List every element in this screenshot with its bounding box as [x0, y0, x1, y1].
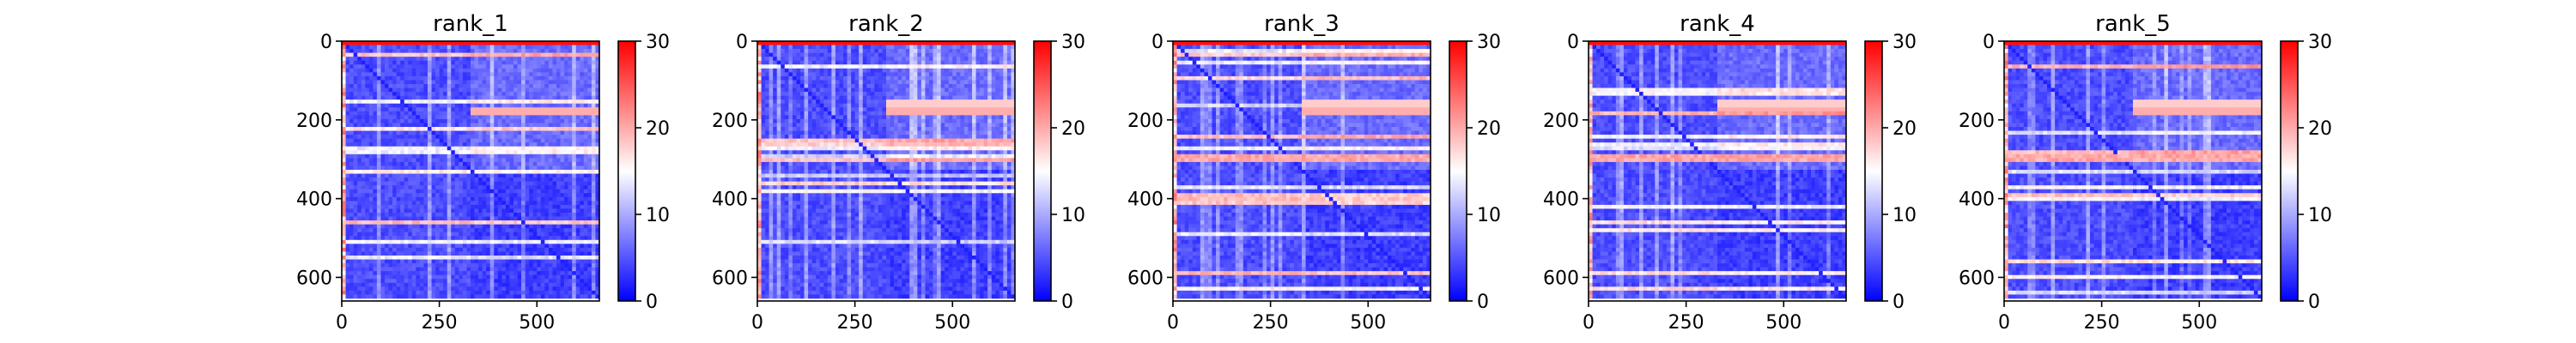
x-tick-label: 500: [2181, 312, 2217, 334]
x-tick-label: 0: [751, 312, 763, 334]
x-tick-label: 250: [1253, 312, 1289, 334]
colorbar-tick-label: 20: [1893, 118, 1917, 140]
heatmap-panel-rank_1: rank_1 0 250 500 0 200 400 600 0 10 20 30: [296, 11, 670, 334]
y-tick-label: 200: [1127, 111, 1163, 132]
x-tick-label: 500: [1765, 312, 1801, 334]
colorbar: [1449, 41, 1467, 301]
heatmap-panel-rank_3: rank_3 0 250 500 0 200 400 600 0 10 20 30: [1127, 11, 1501, 334]
x-tick-label: 0: [1167, 312, 1179, 334]
colorbar-tick-label: 0: [1061, 292, 1073, 313]
colorbar-tick-label: 30: [646, 32, 670, 53]
colorbar-tick-label: 0: [1477, 292, 1489, 313]
y-tick-label: 400: [1543, 190, 1579, 211]
x-tick-label: 250: [422, 312, 458, 334]
panel-title: rank_3: [1264, 11, 1340, 37]
y-tick-label: 0: [1151, 32, 1163, 53]
heatmap-cells: [1173, 41, 1431, 298]
y-tick-label: 0: [1567, 32, 1579, 53]
colorbar-tick-label: 0: [646, 292, 658, 313]
y-tick-label: 200: [712, 111, 748, 132]
x-tick-label: 250: [2084, 312, 2120, 334]
y-tick-label: 200: [296, 111, 332, 132]
x-tick-label: 250: [1668, 312, 1704, 334]
colorbar-tick-label: 10: [1061, 205, 1085, 226]
colorbar: [1034, 41, 1051, 301]
x-tick-label: 500: [934, 312, 970, 334]
colorbar: [618, 41, 635, 301]
colorbar-tick-label: 0: [1893, 292, 1905, 313]
colorbar: [2281, 41, 2298, 301]
heatmap-panel-rank_4: rank_4 0 250 500 0 200 400 600 0 10 20 30: [1543, 11, 1917, 334]
colorbar-tick-label: 30: [1061, 32, 1085, 53]
colorbar: [1865, 41, 1882, 301]
panel-title: rank_1: [433, 11, 508, 37]
heatmap-panel-rank_5: rank_5 0 250 500 0 200 400 600 0 10 20 30: [1959, 11, 2332, 334]
y-tick-label: 600: [296, 268, 332, 289]
y-tick-label: 400: [1127, 190, 1163, 211]
y-tick-label: 600: [1959, 268, 1995, 289]
heatmap-cells: [757, 41, 1015, 298]
colorbar-tick-label: 30: [1893, 32, 1917, 53]
colorbar-tick-label: 20: [646, 118, 670, 140]
y-tick-label: 600: [1127, 268, 1163, 289]
colorbar-tick-label: 0: [2308, 292, 2320, 313]
x-tick-label: 500: [519, 312, 555, 334]
x-tick-label: 0: [1998, 312, 2010, 334]
heatmap-cells: [1589, 41, 1846, 298]
y-tick-label: 0: [1983, 32, 1995, 53]
x-tick-label: 0: [1583, 312, 1595, 334]
panel-title: rank_2: [848, 11, 924, 37]
panel-title: rank_5: [2095, 11, 2171, 37]
colorbar-tick-label: 20: [1477, 118, 1501, 140]
colorbar-tick-label: 10: [1893, 205, 1917, 226]
heatmap-cells: [342, 41, 599, 298]
y-tick-label: 400: [296, 190, 332, 211]
colorbar-tick-label: 30: [1477, 32, 1501, 53]
y-tick-label: 200: [1959, 111, 1995, 132]
x-tick-label: 500: [1350, 312, 1386, 334]
y-tick-label: 400: [1959, 190, 1995, 211]
colorbar-tick-label: 10: [2308, 205, 2332, 226]
heatmap-panel-rank_2: rank_2 0 250 500 0 200 400 600 0 10 20 30: [712, 11, 1085, 334]
y-tick-label: 200: [1543, 111, 1579, 132]
colorbar-tick-label: 20: [2308, 118, 2332, 140]
colorbar-tick-label: 30: [2308, 32, 2332, 53]
x-tick-label: 250: [837, 312, 873, 334]
panel-title: rank_4: [1680, 11, 1755, 37]
colorbar-tick-label: 10: [646, 205, 670, 226]
y-tick-label: 400: [712, 190, 748, 211]
x-tick-label: 0: [336, 312, 348, 334]
y-tick-label: 600: [712, 268, 748, 289]
heatmap-cells: [2004, 41, 2262, 298]
y-tick-label: 600: [1543, 268, 1579, 289]
colorbar-tick-label: 20: [1061, 118, 1085, 140]
y-tick-label: 0: [736, 32, 748, 53]
colorbar-tick-label: 10: [1477, 205, 1501, 226]
y-tick-label: 0: [320, 32, 332, 53]
